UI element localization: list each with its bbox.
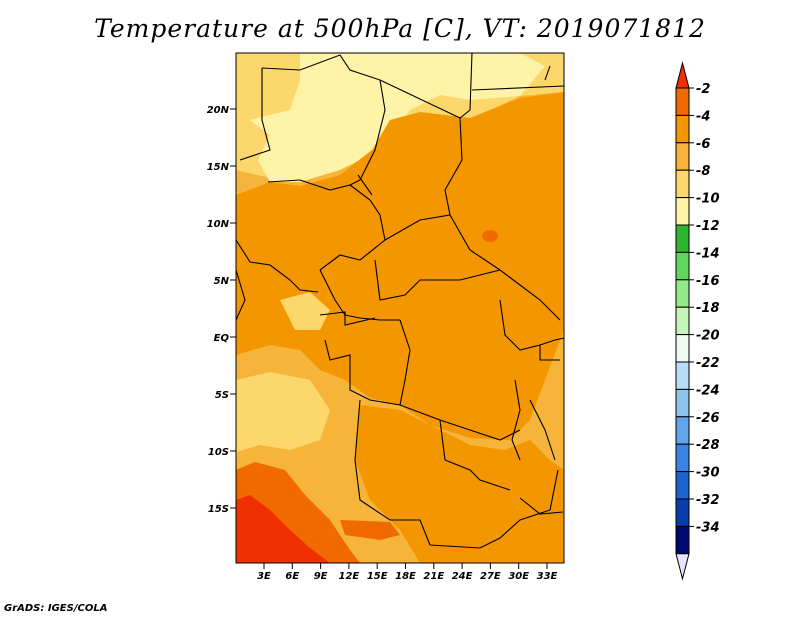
colorbar-label: -34: [696, 520, 720, 535]
map-frame: [235, 52, 565, 564]
field-zone-south-pale-2: [280, 292, 330, 330]
colorbar-segment: [675, 361, 690, 390]
temperature-field: [236, 53, 564, 563]
lon-label: 18E: [395, 571, 416, 582]
lat-label: 10S: [208, 447, 229, 458]
lat-label: 20N: [207, 105, 230, 116]
lon-label: 6E: [285, 571, 299, 582]
grads-credit: GrADS: IGES/COLA: [4, 603, 108, 614]
lat-label: 5S: [215, 390, 229, 401]
colorbar-arrow-bottom: [675, 553, 690, 581]
lon-label: 21E: [423, 571, 444, 582]
colorbar-label: -2: [696, 82, 710, 97]
colorbar-label: -16: [696, 274, 720, 289]
colorbar-label: -8: [696, 164, 710, 179]
lat-label: EQ: [214, 333, 230, 344]
field-zone-central-orange: [236, 92, 564, 440]
colorbar-segment: [675, 471, 690, 500]
colorbar-segment: [675, 279, 690, 308]
colorbar-label: -26: [696, 411, 720, 426]
colorbar: -2 -4 -6 -8 -10 -12 -14 -16 -18 -20 -22 -24 -26 -28 -3…: [675, 61, 720, 581]
field-zone-warm-blob: [482, 230, 498, 242]
colorbar-label: -20: [696, 329, 720, 344]
lat-label: 5N: [214, 276, 230, 287]
lon-label: 33E: [537, 571, 558, 582]
colorbar-segment: [675, 498, 690, 527]
colorbar-label: -32: [696, 493, 720, 508]
lon-label: 15E: [367, 571, 388, 582]
field-zone-south-warm-strip: [340, 520, 400, 540]
colorbar-label: -24: [696, 383, 720, 398]
colorbar-segment: [675, 224, 690, 253]
colorbar-segment: [675, 334, 690, 363]
colorbar-segment: [675, 114, 690, 144]
lat-label: 15S: [208, 504, 229, 515]
colorbar-segment: [675, 169, 690, 199]
colorbar-segment: [675, 197, 690, 226]
colorbar-label: -28: [696, 438, 720, 453]
lon-label: 27E: [480, 571, 501, 582]
colorbar-segment: [675, 443, 690, 473]
longitude-axis: 3E 6E 9E 12E 15E 18E 21E 24E 27E 30E 33E: [257, 563, 558, 582]
lon-label: 24E: [452, 571, 473, 582]
colorbar-segment: [675, 388, 690, 418]
lat-label: 15N: [207, 162, 230, 173]
colorbar-label: -4: [696, 109, 710, 124]
colorbar-label: -30: [696, 466, 720, 481]
colorbar-arrow-top: [675, 61, 690, 89]
colorbar-segment: [675, 87, 690, 116]
colorbar-segment: [675, 142, 690, 171]
lon-label: 9E: [314, 571, 328, 582]
lon-label: 12E: [339, 571, 360, 582]
colorbar-label: -12: [696, 219, 720, 234]
lon-label: 30E: [508, 571, 529, 582]
country-borders: [236, 53, 564, 549]
field-zone-southwest-warmest: [236, 495, 330, 563]
plot-title: Temperature at 500hPa [C], VT: 201907181…: [94, 14, 706, 43]
colorbar-segment: [675, 306, 690, 336]
colorbar-segment: [675, 525, 690, 555]
lon-label: 3E: [257, 571, 271, 582]
colorbar-label: -6: [696, 137, 710, 152]
colorbar-segment: [675, 416, 690, 445]
colorbar-label: -14: [696, 246, 720, 261]
field-zone-south-pale-1: [236, 372, 330, 452]
latitude-axis: 20N 15N 10N 5N EQ 5S 10S 15S: [207, 105, 236, 515]
field-zone-southeast-orange: [355, 405, 564, 563]
colorbar-segment: [675, 251, 690, 281]
colorbar-label: -18: [696, 301, 720, 316]
colorbar-label: -10: [696, 192, 720, 207]
colorbar-label: -22: [696, 356, 720, 371]
lat-label: 10N: [207, 219, 230, 230]
